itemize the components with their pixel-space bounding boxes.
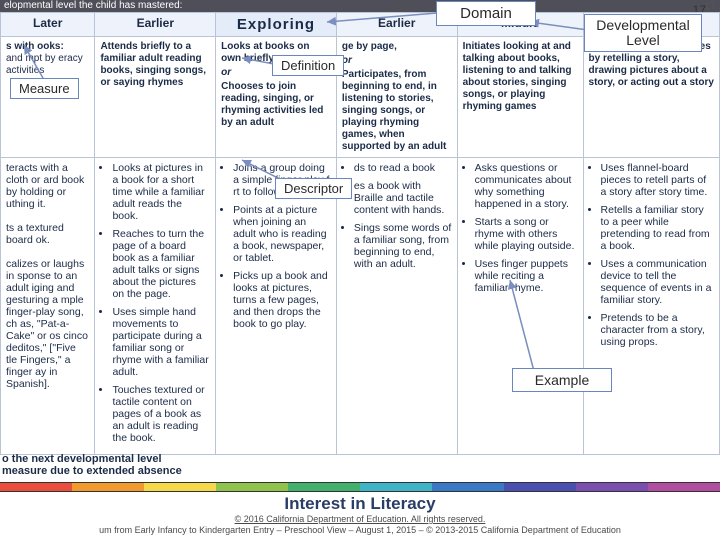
- desc-item: es a book with Braille and tactile conte…: [354, 180, 452, 216]
- footer-copyright: © 2016 California Department of Educatio…: [0, 514, 720, 524]
- absence-note: o the next developmental level measure d…: [2, 453, 182, 477]
- desc-item: Retells a familiar story to a peer while…: [601, 204, 714, 252]
- col-exploring-header: Exploring: [216, 13, 337, 37]
- absence-line: o the next developmental level: [2, 453, 182, 465]
- desc-item: Sings some words of a familiar song, fro…: [354, 222, 452, 270]
- color-bar: [0, 483, 720, 491]
- def-cell-4: Initiates looking at and talking about b…: [457, 37, 583, 158]
- desc-item: Looks at pictures in a book for a short …: [112, 162, 210, 222]
- desc-item: Pretends to be a character from a story,…: [601, 312, 714, 348]
- desc-item: Asks questions or communicates about why…: [475, 162, 578, 210]
- desc-text: teracts with a cloth or ard book by hold…: [6, 162, 89, 210]
- callout-example: Example: [512, 368, 612, 392]
- desc-item: Uses finger puppets while reciting a fam…: [475, 258, 578, 294]
- def-cell-5: Extends literacy activities by retelling…: [583, 37, 719, 158]
- top-strip: elopmental level the child has mastered:: [0, 0, 720, 12]
- desc-cell-5: Uses flannel-board pieces to retell part…: [583, 158, 719, 455]
- callout-definition: Definition: [272, 55, 344, 76]
- def-cell-3: ge by page, or Participates, from beginn…: [336, 37, 457, 158]
- callout-measure: Measure: [10, 78, 79, 99]
- def-text: and mpt by eracy activities: [6, 53, 83, 76]
- rubric-table: Later Earlier Exploring Earlier Middle s…: [0, 12, 720, 455]
- desc-cell-3: ds to read a book es a book with Braille…: [336, 158, 457, 455]
- def-text: ge by page,: [342, 41, 397, 52]
- def-text: Participates, from beginning to end, in …: [342, 69, 446, 152]
- desc-text: calizes or laughs in sponse to an adult …: [6, 258, 89, 390]
- footer-source: um from Early Infancy to Kindergarten En…: [0, 525, 720, 535]
- desc-item: Uses flannel-board pieces to retell part…: [601, 162, 714, 198]
- callout-descriptor: Descriptor: [275, 178, 352, 199]
- callout-dev-level: Developmental Level: [584, 14, 702, 52]
- page-number-dup: 17: [704, 0, 716, 12]
- desc-cell-4: Asks questions or communicates about why…: [457, 158, 583, 455]
- def-cell-1: Attends briefly to a familiar adult read…: [95, 37, 216, 158]
- desc-item: Uses a communication device to tell the …: [601, 258, 714, 306]
- rubric-table-wrap: Later Earlier Exploring Earlier Middle s…: [0, 12, 720, 455]
- desc-item: Starts a song or rhyme with others while…: [475, 216, 578, 252]
- descriptors-row: teracts with a cloth or ard book by hold…: [1, 158, 720, 455]
- def-text: s with ooks:: [6, 41, 64, 52]
- desc-item: Points at a picture when joining an adul…: [233, 204, 331, 264]
- desc-item: Touches textured or tactile content on p…: [112, 384, 210, 444]
- absence-line: measure due to extended absence: [2, 465, 182, 477]
- desc-item: ds to read a book: [354, 162, 452, 174]
- desc-cell-0: teracts with a cloth or ard book by hold…: [1, 158, 95, 455]
- callout-domain: Domain: [436, 1, 536, 26]
- desc-item: Uses simple hand movements to participat…: [112, 306, 210, 378]
- desc-item: Picks up a book and looks at pictures, t…: [233, 270, 331, 330]
- interest-title: Interest in Literacy: [0, 494, 720, 514]
- desc-cell-2: Joins a group doing a simple finger play…: [216, 158, 337, 455]
- desc-item: Reaches to turn the page of a board book…: [112, 228, 210, 300]
- col-earlier-header: Earlier: [95, 13, 216, 37]
- definitions-row: s with ooks: and mpt by eracy activities…: [1, 37, 720, 158]
- col-later-header: Later: [1, 13, 95, 37]
- desc-cell-1: Looks at pictures in a book for a short …: [95, 158, 216, 455]
- desc-text: ts a textured board ok.: [6, 222, 89, 246]
- def-text: Chooses to join reading, singing, or rhy…: [221, 81, 323, 128]
- def-or: or: [342, 55, 452, 67]
